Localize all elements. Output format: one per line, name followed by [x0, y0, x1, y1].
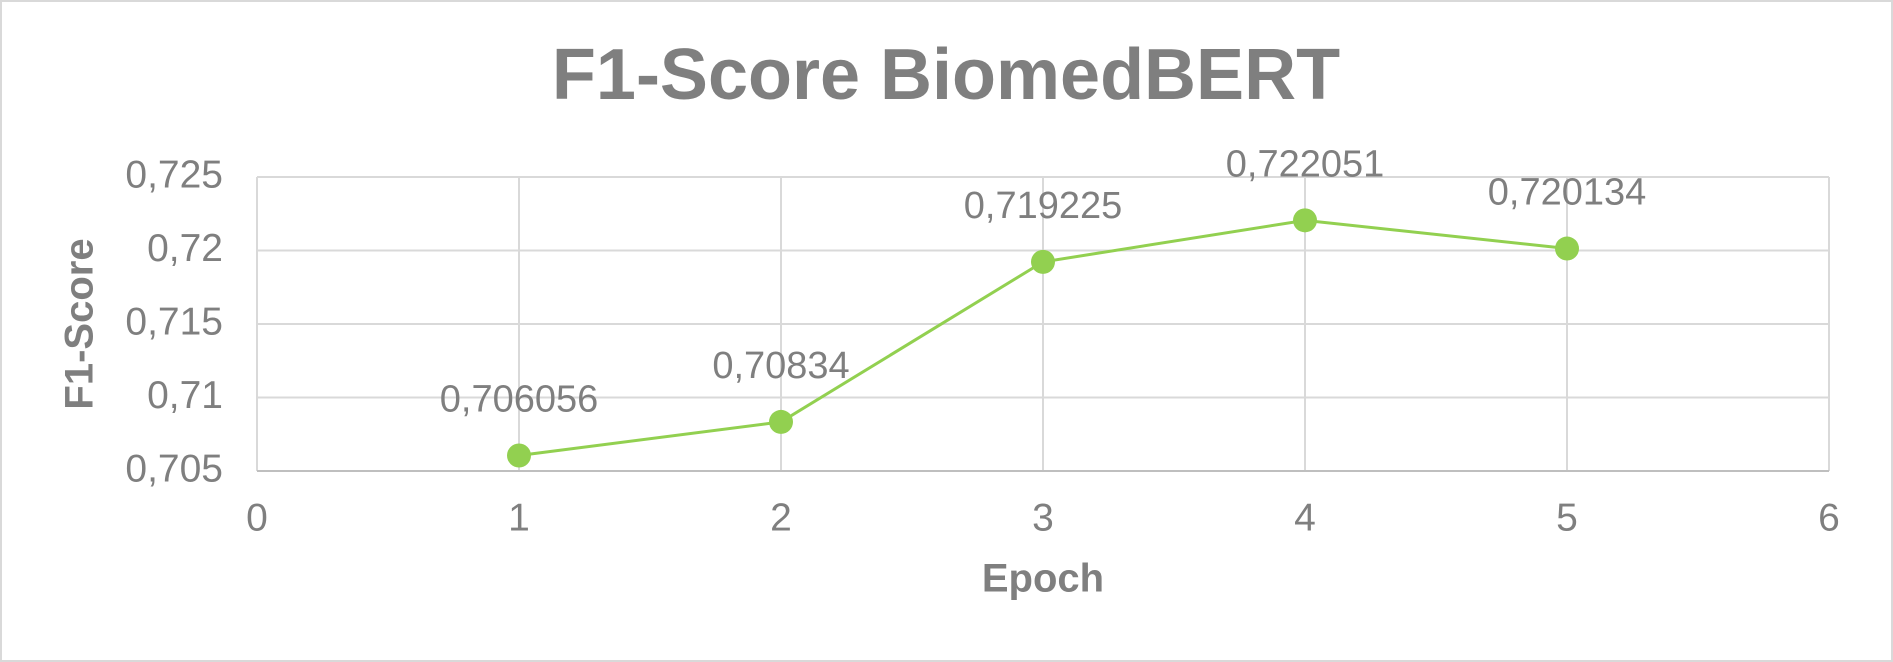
- y-tick-label: 0,715: [125, 300, 223, 343]
- marker: [1293, 208, 1317, 233]
- data-label: 0,70834: [712, 345, 849, 387]
- x-tick-label: 4: [1294, 496, 1316, 539]
- x-tick-label: 2: [770, 496, 792, 539]
- x-axis-title: Epoch: [982, 557, 1104, 601]
- x-tick-label: 3: [1032, 496, 1054, 539]
- data-label: 0,719225: [964, 185, 1123, 227]
- y-tick-label: 0,725: [125, 153, 223, 196]
- marker: [1031, 249, 1055, 274]
- marker: [769, 409, 793, 434]
- x-tick-label: 5: [1556, 496, 1578, 539]
- y-tick-label: 0,705: [125, 447, 223, 490]
- chart-title: F1-Score BiomedBERT: [552, 35, 1340, 115]
- data-label: 0,706056: [440, 379, 599, 421]
- data-label: 0,720134: [1488, 172, 1647, 214]
- y-tick-label: 0,71: [147, 374, 223, 417]
- data-label: 0,722051: [1226, 143, 1385, 185]
- y-axis-title: F1-Score: [58, 238, 102, 409]
- x-tick-label: 1: [508, 496, 530, 539]
- x-tick-label: 6: [1818, 496, 1840, 539]
- marker: [1555, 236, 1579, 261]
- x-tick-label: 0: [246, 496, 268, 539]
- marker: [507, 443, 531, 468]
- y-tick-label: 0,72: [147, 227, 223, 270]
